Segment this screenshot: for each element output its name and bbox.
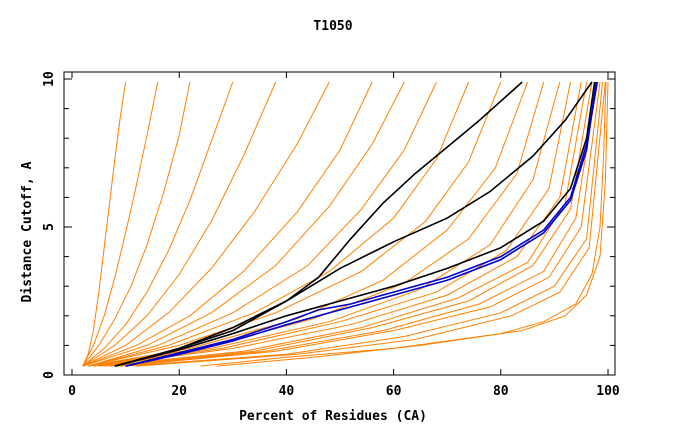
y-tick-label: 0 [42,371,57,379]
series-line [82,81,277,367]
series-line [82,81,191,367]
series-line [120,81,601,367]
series-line [87,81,437,367]
chart-title: T1050 [313,19,352,34]
series-line [125,81,599,367]
series-line [200,81,607,367]
series-line [82,81,330,367]
y-tick-label: 5 [42,223,57,231]
series-line [82,81,405,367]
series-line [93,81,571,367]
series-line [87,81,470,367]
series-layer [82,81,609,367]
x-tick-label: 60 [386,384,402,399]
series-line [88,81,529,367]
ticks-layer: 0 20 40 60 80 100 0 5 10 [42,71,620,399]
series-line [93,81,561,367]
series-line [114,81,598,367]
series-line [82,81,127,367]
x-tick-label: 0 [68,384,76,399]
series-line [125,81,604,367]
series-line [114,81,596,367]
x-tick-label: 100 [596,384,620,399]
series-line [114,81,523,367]
series-line [82,81,373,367]
x-tick-label: 80 [493,384,509,399]
plot-frame [63,71,616,376]
x-axis-label: Percent of Residues (CA) [239,409,427,424]
series-line [98,81,582,367]
series-line [216,81,609,367]
series-line [82,81,159,367]
series-line [136,81,606,367]
series-line [82,81,234,367]
series-line [114,81,593,367]
series-line [109,81,593,367]
y-axis-label: Distance Cutoff, A [20,161,35,302]
y-tick-label: 10 [42,71,57,87]
series-line [125,81,597,367]
x-tick-label: 20 [171,384,187,399]
x-tick-label: 40 [279,384,295,399]
series-line [87,81,502,367]
